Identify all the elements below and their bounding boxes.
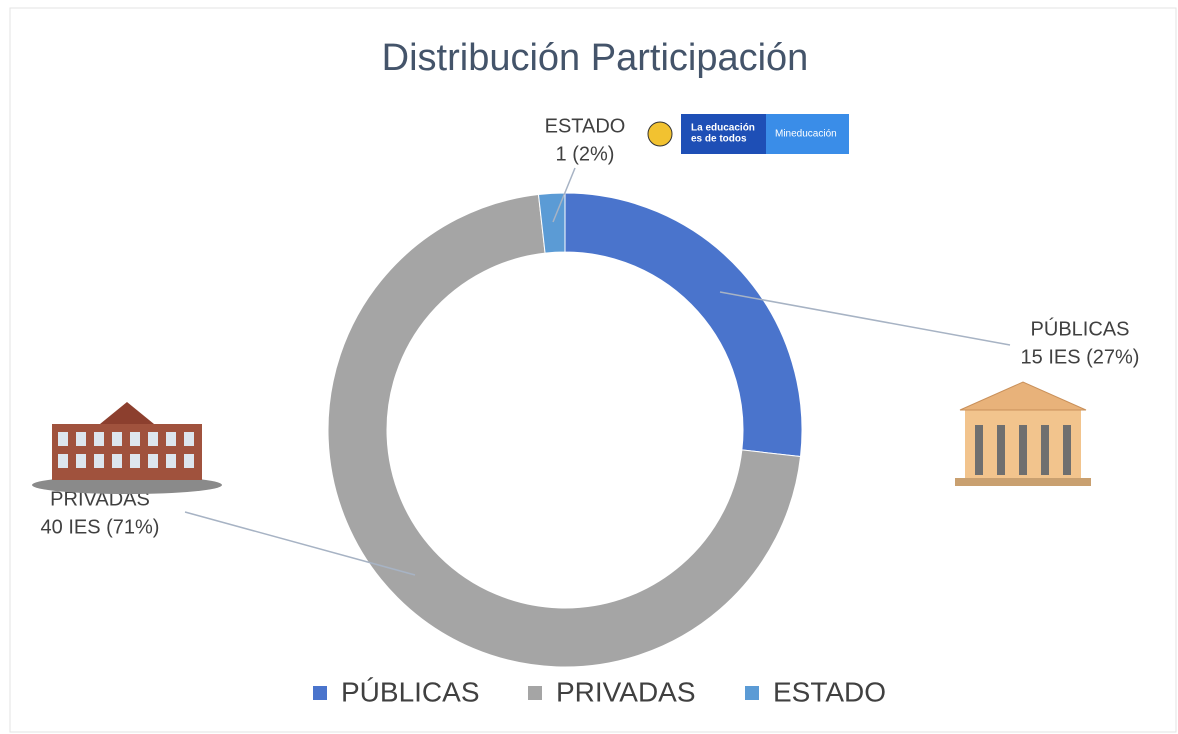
logo-text: es de todos bbox=[691, 134, 747, 145]
legend-swatch bbox=[528, 686, 542, 700]
icon-window bbox=[58, 432, 68, 446]
data-label-name: PÚBLICAS bbox=[1031, 317, 1130, 340]
legend: PÚBLICAS PRIVADAS ESTADO bbox=[313, 676, 886, 707]
legend-label: PÚBLICAS bbox=[341, 676, 480, 707]
data-label-name: ESTADO bbox=[545, 115, 626, 137]
icon-window bbox=[76, 432, 86, 446]
icon-window bbox=[94, 432, 104, 446]
icon-window bbox=[130, 454, 140, 468]
building-icon bbox=[32, 402, 222, 494]
icon-window bbox=[94, 454, 104, 468]
icon-window bbox=[58, 454, 68, 468]
data-label-value: 40 IES (71%) bbox=[41, 516, 160, 538]
icon-window bbox=[148, 432, 158, 446]
legend-swatch bbox=[745, 686, 759, 700]
icon-window bbox=[130, 432, 140, 446]
leader-line bbox=[184, 511, 416, 576]
legend-label: PRIVADAS bbox=[556, 676, 696, 707]
logo-shield bbox=[647, 121, 673, 147]
leader-line bbox=[552, 167, 576, 223]
icon-column bbox=[975, 425, 983, 475]
icon-wall bbox=[52, 424, 202, 480]
icon-roof bbox=[100, 402, 154, 424]
chart-title: Distribución Participación bbox=[382, 37, 809, 79]
icon-base bbox=[32, 476, 222, 494]
building-icon bbox=[955, 381, 1091, 486]
icon-column bbox=[1019, 425, 1027, 475]
logo: La educación es de todos Mineducación bbox=[641, 114, 849, 154]
logo-box bbox=[681, 114, 766, 154]
icon-window bbox=[148, 454, 158, 468]
legend-swatch bbox=[313, 686, 327, 700]
data-label-value: 15 IES (27%) bbox=[1021, 346, 1140, 368]
icon-column bbox=[1041, 425, 1049, 475]
icon-roof bbox=[959, 381, 1087, 411]
data-label-value: 1 (2%) bbox=[556, 143, 615, 165]
leader-line bbox=[719, 291, 1011, 346]
logo-text: Mineducación bbox=[775, 129, 837, 140]
icon-window bbox=[184, 432, 194, 446]
donut-slice bbox=[327, 193, 802, 668]
logo-text: La educación bbox=[691, 123, 755, 134]
icon-window bbox=[166, 432, 176, 446]
icon-window bbox=[166, 454, 176, 468]
logo-box bbox=[766, 114, 849, 154]
icon-column bbox=[1063, 425, 1071, 475]
donut-slice bbox=[564, 192, 803, 458]
legend-label: ESTADO bbox=[773, 676, 886, 707]
icon-window bbox=[184, 454, 194, 468]
icon-window bbox=[112, 454, 122, 468]
icon-window bbox=[76, 454, 86, 468]
icon-column bbox=[997, 425, 1005, 475]
icon-base bbox=[955, 478, 1091, 486]
icon-window bbox=[112, 432, 122, 446]
